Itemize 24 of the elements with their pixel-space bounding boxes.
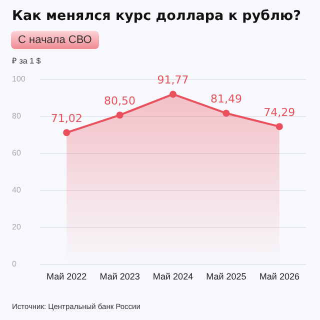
point (222, 110, 230, 117)
data-label: 81,49 (210, 92, 242, 106)
chart-subtitle: С начала СВО (11, 31, 99, 49)
y-tick-label: 20 (12, 222, 22, 232)
point (116, 112, 124, 119)
data-label: 80,50 (104, 94, 136, 108)
x-tick-label: Май 2024 (152, 272, 194, 282)
point (276, 123, 283, 130)
chart-title: Как менялся курс доллара к рублю? (12, 8, 301, 24)
data-label: 91,77 (157, 74, 189, 87)
y-tick-label: 80 (12, 112, 22, 120)
x-tick-label: Май 2022 (46, 272, 87, 282)
x-tick-label: Май 2026 (259, 272, 300, 282)
data-label: 71,02 (50, 112, 82, 126)
y-tick-label: 100 (12, 74, 26, 84)
point (63, 129, 70, 136)
data-label: 74,29 (264, 106, 296, 120)
x-tick-label: Май 2025 (206, 272, 246, 282)
point (170, 90, 176, 98)
y-tick-label: 0 (12, 260, 17, 268)
y-tick-label: 60 (12, 148, 22, 158)
x-tick-label: Май 2023 (100, 272, 140, 282)
y-axis-title: ₽ за 1 $ (12, 56, 42, 66)
y-tick-label: 40 (12, 186, 22, 194)
